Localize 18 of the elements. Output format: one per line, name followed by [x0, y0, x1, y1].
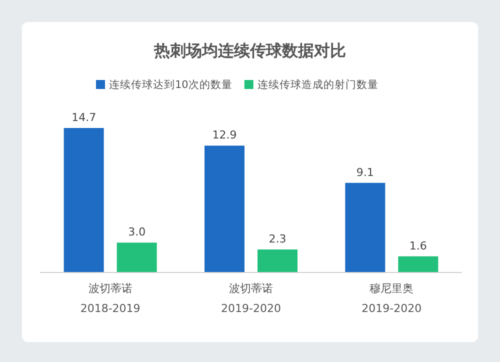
x-tick-label: 波切蒂诺 2018-2019	[80, 282, 140, 315]
legend-label: 连续传球达到10次的数量	[109, 78, 232, 91]
data-label: 12.9	[212, 128, 237, 142]
data-label: 14.7	[72, 111, 96, 124]
data-label: 3.0	[128, 226, 146, 239]
bar	[398, 256, 438, 272]
x-tick-label: 穆尼里奥 2019-2020	[362, 282, 422, 315]
data-label: 9.1	[356, 166, 374, 179]
chart-title: 热刺场均连续传球数据对比	[153, 41, 346, 60]
bar	[64, 128, 104, 272]
bar	[258, 249, 298, 272]
x-tick-label: 波切蒂诺 2019-2020	[221, 282, 281, 315]
data-label: 1.6	[409, 239, 427, 252]
legend-label: 连续传球造成的射门数量	[257, 78, 378, 91]
bar	[116, 242, 157, 272]
bar	[345, 182, 386, 272]
data-label: 2.3	[268, 232, 286, 246]
bar	[204, 146, 244, 272]
